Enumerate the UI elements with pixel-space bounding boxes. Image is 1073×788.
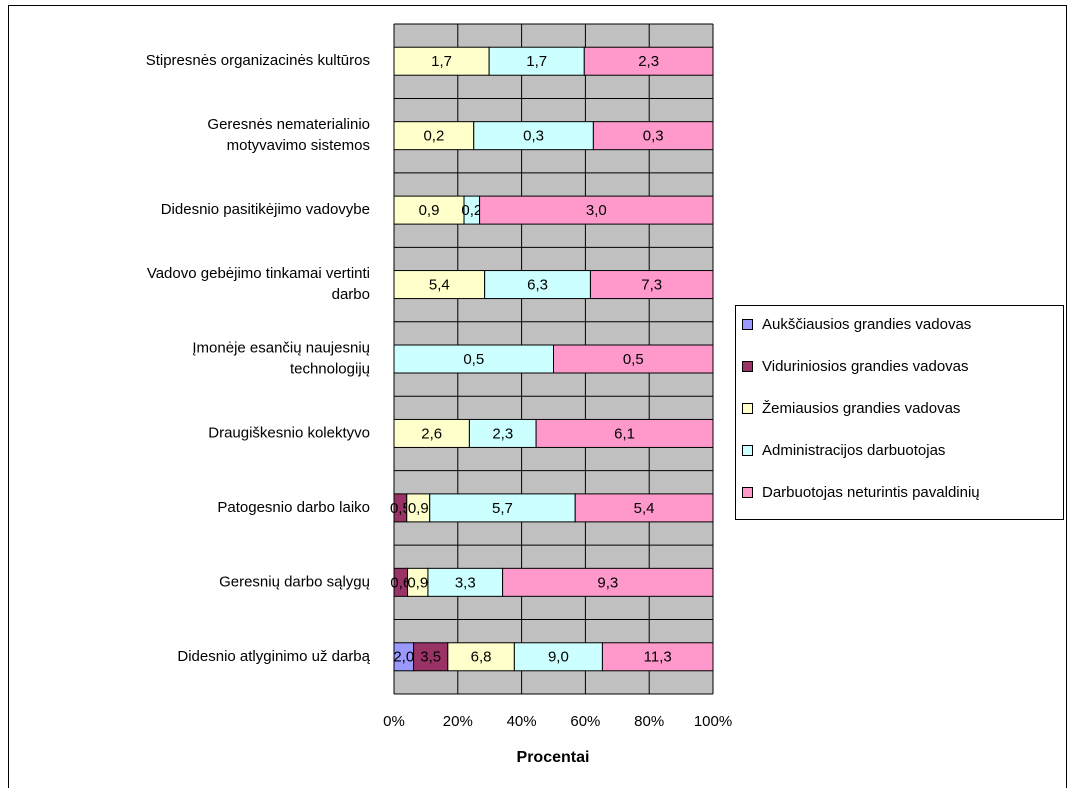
legend-swatch	[742, 319, 753, 330]
data-label: 7,3	[641, 277, 662, 294]
legend-box	[735, 305, 1064, 520]
data-label: 0,5	[463, 351, 484, 368]
bar-segment	[502, 567, 714, 597]
bar-segment	[447, 642, 515, 672]
data-label: 9,0	[548, 649, 569, 666]
legend-swatch	[742, 487, 753, 498]
x-tick-label: 20%	[443, 713, 473, 730]
data-label: 0,5	[623, 351, 644, 368]
bar-segment	[393, 121, 475, 151]
bar-segment	[535, 418, 714, 448]
y-tick-label: Didesnio atlyginimo už darbą	[177, 648, 370, 665]
data-label: 0,9	[408, 500, 429, 517]
bar-segment	[393, 418, 470, 448]
y-tick-label: Geresnių darbo sąlygų	[219, 573, 370, 590]
bar-segment	[589, 270, 714, 300]
bar-segment	[592, 121, 714, 151]
legend-swatch	[742, 361, 753, 372]
y-tick-label: Geresnės nematerialinio motyvavimo sistem…	[207, 116, 370, 154]
legend-label: Aukščiausios grandies vadovas	[762, 316, 971, 333]
legend-label: Viduriniosios grandies vadovas	[762, 358, 969, 375]
y-tick-label: Patogesnio darbo laiko	[217, 499, 370, 516]
bar-segment	[553, 344, 714, 374]
bar-segment	[429, 493, 576, 523]
data-label: 1,7	[431, 53, 452, 70]
data-label: 2,3	[638, 53, 659, 70]
data-label: 5,4	[429, 277, 450, 294]
data-label: 3,3	[455, 574, 476, 591]
legend-swatch	[742, 445, 753, 456]
data-label: 5,4	[634, 500, 655, 517]
bar-segment	[574, 493, 714, 523]
x-tick-label: 100%	[694, 713, 732, 730]
bar-segment	[583, 46, 714, 76]
data-label: 3,0	[586, 202, 607, 219]
legend-swatch	[742, 403, 753, 414]
data-label: 0,2	[423, 128, 444, 145]
data-label: 0,9	[407, 574, 428, 591]
data-label: 0,2	[461, 202, 482, 219]
data-label: 6,3	[527, 277, 548, 294]
bar-segment	[513, 642, 603, 672]
x-axis-title: Procentai	[517, 749, 590, 766]
y-tick-label: Stipresnės organizacinės kultūros	[146, 52, 370, 69]
y-tick-label: Įmonėje esančių naujesnių technologijų	[192, 339, 370, 377]
data-label: 0,3	[523, 128, 544, 145]
data-label: 5,7	[492, 500, 513, 517]
data-label: 0,5	[390, 500, 411, 517]
data-label: 2,3	[492, 425, 513, 442]
data-label: 9,3	[597, 574, 618, 591]
bar-segment	[479, 195, 714, 225]
data-label: 11,3	[644, 649, 672, 666]
x-tick-label: 40%	[507, 713, 537, 730]
data-label: 0,9	[419, 202, 440, 219]
bar-segment	[473, 121, 594, 151]
legend-label: Žemiausios grandies vadovas	[762, 400, 960, 417]
legend-label: Darbuotojas neturintis pavaldinių	[762, 484, 980, 501]
bar-segment	[468, 418, 537, 448]
data-label: 6,8	[471, 649, 492, 666]
bar-segment	[393, 46, 490, 76]
data-label: 1,7	[526, 53, 547, 70]
y-tick-label: Draugiškesnio kolektyvo	[208, 424, 370, 441]
bar-segment	[393, 195, 465, 225]
data-label: 2,6	[421, 425, 442, 442]
data-label: 6,1	[614, 425, 635, 442]
y-tick-label: Vadovo gebėjimo tinkamai vertinti darbo	[147, 265, 370, 303]
bar-segment	[488, 46, 585, 76]
bar-segment	[601, 642, 714, 672]
x-tick-label: 0%	[383, 713, 405, 730]
x-tick-label: 60%	[570, 713, 600, 730]
y-tick-label: Didesnio pasitikėjimo vadovybe	[161, 201, 370, 218]
data-label: 2,0	[393, 649, 414, 666]
data-label: 0,3	[643, 128, 664, 145]
legend-label: Administracijos darbuotojas	[762, 442, 945, 459]
data-label: 3,5	[420, 649, 441, 666]
data-label: 0,6	[390, 574, 411, 591]
x-tick-label: 80%	[634, 713, 664, 730]
